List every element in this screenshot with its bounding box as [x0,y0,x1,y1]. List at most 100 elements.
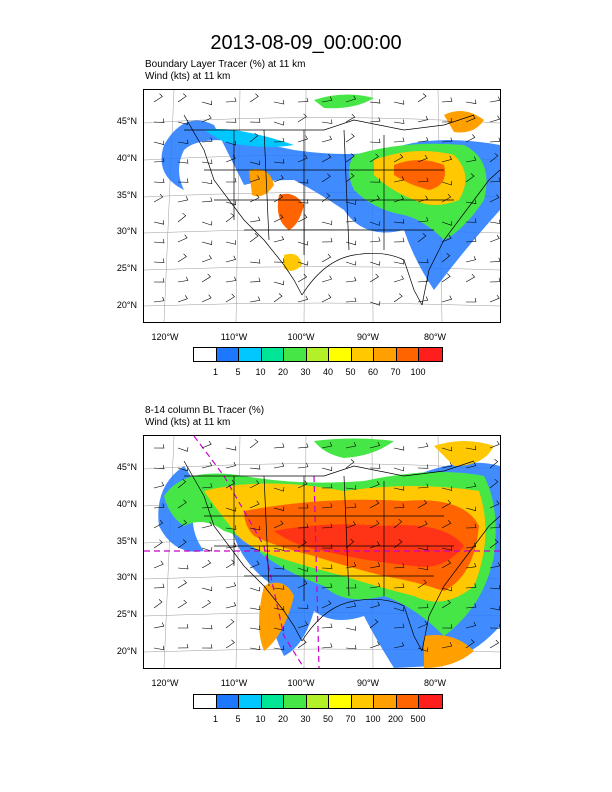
wind-barb [345,173,355,183]
wind-barb [177,579,187,589]
wind-barb [225,240,236,245]
wind-barb [201,599,211,609]
wind-barb [345,261,357,266]
wind-barb [297,621,308,629]
map-1-svg [144,90,500,322]
wind-barb [297,135,308,143]
wind-barb [369,499,380,509]
wind-barb [225,177,237,183]
wind-barb [369,520,380,529]
wind-barb [153,645,165,651]
colorbar-2-box [351,695,374,708]
wind-barb [249,500,260,509]
wind-barb [321,193,331,203]
wind-barb [465,506,477,512]
wind-barb [153,481,165,489]
wind-barb [441,97,453,103]
wind-barb [201,586,213,591]
lat-label-30n: 30°N [116,226,137,236]
wind-barb [225,507,237,512]
wind-barb [177,643,189,649]
wind-barb [177,447,189,452]
colorbar-1-label: 1 [212,367,218,377]
wind-barb [273,137,285,143]
wind-barb [297,567,309,572]
wind-barb [297,604,309,609]
wind-barb [345,153,355,163]
wind-barb [177,276,189,283]
colorbar-2-label: 5 [235,714,241,724]
wind-barb [201,240,213,245]
wind-barb [417,137,429,143]
colorbar-1-label: 10 [255,367,266,377]
wind-barb [321,173,331,183]
wind-barb [393,275,404,283]
wind-barb [321,275,333,283]
colorbar-2-label: 10 [255,714,266,724]
wind-barb [441,462,453,469]
panel-2-field-label: 8-14 column BL Tracer (%) [145,405,265,416]
wind-barb [417,545,429,551]
wind-barb [417,296,429,303]
lon-label-90w: 90°W [356,332,380,342]
lat-label-45n: 45°N [116,462,137,472]
wind-barb [273,193,284,203]
wind-barb [393,446,405,451]
wind-barb [249,296,261,303]
wind-barb [273,99,285,105]
wind-barb [441,499,452,509]
wind-barb [201,440,212,449]
wind-barb [393,466,405,472]
colorbar-1-label: 60 [367,367,378,377]
wind-barb [369,480,380,489]
wind-barb [489,257,500,263]
wind-barb [489,478,499,489]
wind-barb [153,118,165,123]
wind-barb [177,178,189,183]
wind-barb [465,99,477,104]
wind-barb [417,620,428,629]
wind-barb [201,100,213,106]
wind-barb [201,624,213,630]
wind-barb [489,194,500,203]
wind-barb [273,235,285,243]
wind-barb [369,153,379,163]
wind-barb [417,483,429,489]
colorbar-1-box [351,348,374,361]
wind-barb [201,159,213,164]
wind-barb [393,100,405,105]
wind-barb [249,233,259,243]
wind-barb [369,582,381,589]
wind-barb [249,645,261,651]
wind-barb [225,542,237,549]
wind-barb [249,132,259,143]
wind-barb [369,195,380,203]
wind-barb [417,520,428,529]
wind-barb [201,255,212,263]
colorbar-2-box [239,695,262,708]
lon-label-100w: 100°W [287,678,315,688]
wind-barb [249,160,261,165]
wind-barb [321,600,332,609]
wind-barb [417,464,429,469]
wind-barb [153,140,165,145]
wind-barb [177,120,189,125]
lon-label-90w: 90°W [356,678,380,688]
panel-2-label: 8-14 column BL Tracer (%) Wind (kts) at … [145,405,264,429]
wind-barb [273,546,285,551]
wind-barb [393,642,405,649]
wind-barb [201,221,213,226]
wind-barb [249,480,260,489]
wind-barb [465,461,477,469]
wind-barb [489,440,500,449]
colorbar-1-box [261,348,284,361]
wind-barb [489,234,500,243]
wind-barb [153,278,165,283]
wind-barb [441,519,452,529]
colorbar-2 [193,694,443,709]
wind-barb [177,196,189,203]
wind-barb [345,538,355,549]
wind-barb [417,579,427,589]
colorbar-1-box [419,348,442,361]
wind-barb [393,503,405,509]
